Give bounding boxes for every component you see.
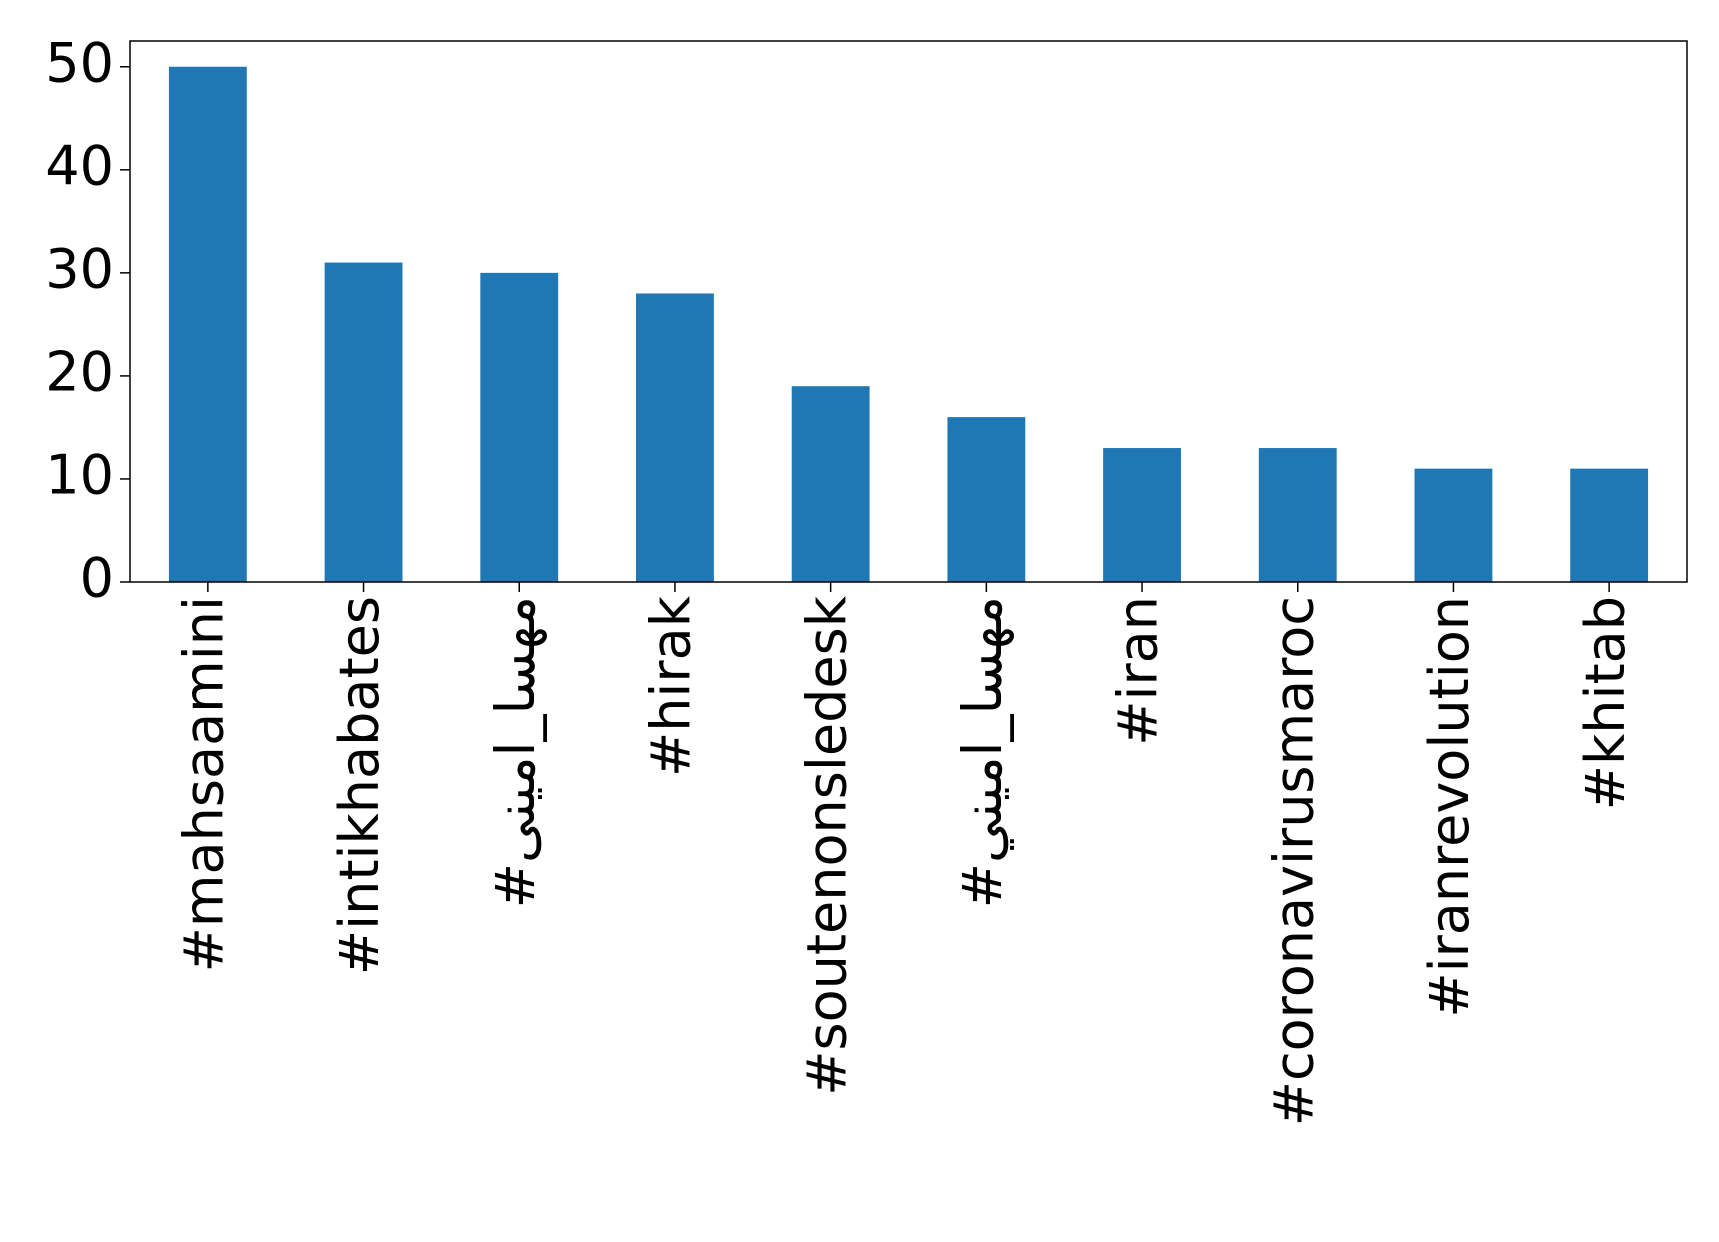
bar (1258, 448, 1337, 582)
bar (1414, 468, 1493, 582)
y-tick-label: 10 (45, 444, 114, 507)
bar (1570, 468, 1649, 582)
x-tick-label: #iranrevolution (1418, 596, 1481, 1018)
bar (1103, 448, 1181, 582)
bar (947, 417, 1026, 582)
bar (636, 293, 714, 582)
y-tick-label: 30 (45, 237, 114, 300)
bar (791, 386, 870, 582)
x-tick-label: #soutenonsledesk (795, 595, 858, 1096)
x-tick-label: #intikhabates (328, 596, 391, 975)
x-tick-label: #khitab (1574, 596, 1637, 810)
bar (480, 272, 559, 582)
x-tick-label: #hirak (640, 595, 703, 777)
x-tick-label: #iran (1107, 596, 1170, 746)
bar (168, 66, 247, 582)
y-tick-label: 20 (45, 341, 114, 404)
y-tick-label: 40 (45, 134, 114, 197)
y-tick-label: 0 (80, 547, 114, 610)
x-tick-label: #مهسا_امینی (484, 596, 547, 908)
bar (324, 262, 403, 582)
y-tick-label: 50 (45, 31, 114, 94)
x-tick-label: #mahsaamini (172, 596, 235, 972)
x-tick-label: #coronavirusmaroc (1262, 596, 1325, 1126)
axes-frame (129, 40, 1688, 583)
x-tick-label: #مهسا_اميني (951, 596, 1014, 908)
